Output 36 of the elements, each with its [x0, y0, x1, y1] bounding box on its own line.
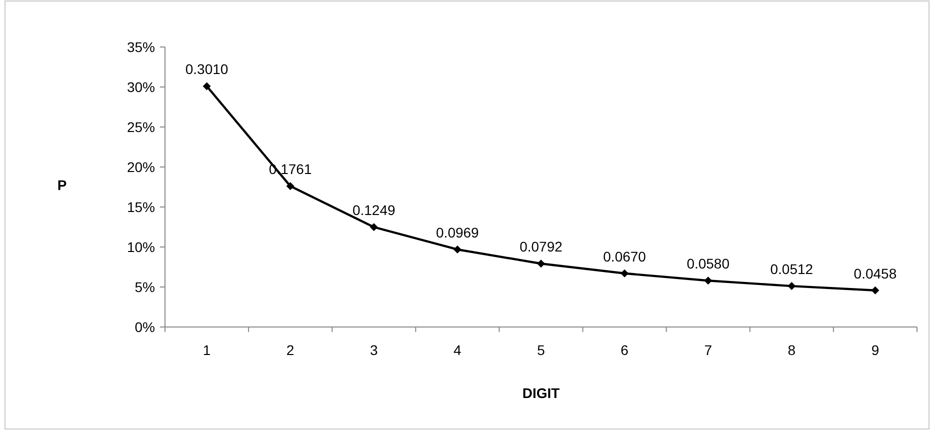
data-label: 0.0969: [436, 224, 480, 240]
point: [453, 245, 462, 254]
x-tick-label: 3: [370, 342, 378, 358]
y-tick-label: 15%: [126, 198, 155, 215]
x-tick-label: 6: [620, 342, 629, 358]
data-label: 0.0458: [854, 265, 897, 282]
x-tick-label: 1: [202, 342, 211, 358]
x-tick-label: 9: [871, 342, 880, 358]
x-tick-label: 8: [788, 342, 796, 358]
y-tick-label: 35%: [126, 38, 155, 55]
y-tick-label: 30%: [126, 78, 155, 95]
point: [370, 223, 378, 232]
point: [704, 276, 712, 285]
point: [788, 282, 796, 290]
point: [537, 260, 545, 268]
data-label: 0.0792: [520, 238, 563, 255]
point: [286, 182, 294, 190]
data-label: 0.0512: [770, 261, 814, 278]
x-tick-label: 2: [286, 342, 294, 358]
y-tick-label: 0%: [134, 318, 155, 335]
x-tick-label: 4: [454, 342, 462, 358]
data-label: 0.1249: [352, 202, 396, 218]
x-tick-label: 7: [704, 342, 712, 358]
y-tick-label: 5%: [134, 278, 155, 295]
point: [871, 286, 880, 294]
y-tick-label: 20%: [126, 158, 155, 175]
y-tick-label: 25%: [126, 118, 155, 135]
x-axis-title: DIGIT: [522, 385, 560, 401]
data-label: 0.0580: [686, 256, 730, 272]
point: [202, 82, 211, 90]
x-tick-label: 5: [537, 342, 546, 358]
data-label: 0.0670: [603, 248, 646, 264]
y-tick-label: 10%: [126, 238, 155, 255]
data-label: 0.3010: [185, 61, 228, 78]
point: [620, 269, 629, 278]
y-axis-title: P: [57, 177, 67, 193]
